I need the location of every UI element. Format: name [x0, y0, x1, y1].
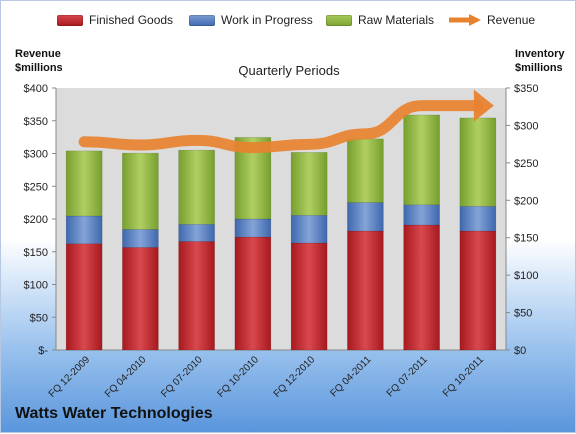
left-tick-label: $150 — [24, 247, 48, 259]
work-in-progress-swatch — [189, 14, 215, 26]
x-tick-label: FQ 07-2011 — [385, 354, 430, 399]
bar-raw-materials — [178, 149, 215, 225]
revenue-arrow-swatch — [449, 14, 481, 26]
left-axis-title-line1: Revenue — [15, 48, 61, 60]
bar-finished-goods — [122, 247, 159, 351]
bar-work-in-progress — [290, 214, 328, 244]
x-tick-label: FQ 12-2009 — [47, 354, 93, 400]
left-tick-label: $250 — [24, 181, 48, 193]
bar-finished-goods — [290, 242, 328, 351]
bar-finished-goods — [234, 236, 272, 351]
bar-finished-goods — [347, 230, 384, 351]
finished-goods-swatch — [57, 14, 83, 26]
bar-finished-goods — [403, 224, 440, 351]
left-tick-label: $350 — [24, 116, 48, 128]
bar-work-in-progress — [234, 218, 272, 238]
bar-raw-materials — [403, 114, 440, 206]
right-tick-label: $300 — [514, 120, 538, 132]
revenue-arrowhead — [473, 89, 494, 122]
left-tick-label: $300 — [24, 149, 48, 161]
bar-work-in-progress — [122, 229, 159, 248]
x-tick-label: FQ 12-2010 — [272, 354, 318, 400]
bar-finished-goods — [65, 243, 103, 351]
bar-finished-goods — [459, 230, 497, 351]
legend-item-work-in-progress: Work in Progress — [189, 13, 313, 27]
left-axis-title-line2: $millions — [15, 62, 63, 74]
revenue-line — [78, 100, 484, 154]
right-tick-label: $0 — [514, 345, 526, 357]
company-title: Watts Water Technologies — [15, 405, 213, 422]
bar-raw-materials — [65, 150, 103, 217]
left-tick-label: $50 — [30, 312, 48, 324]
right-tick-label: $150 — [514, 233, 538, 245]
right-tick-label: $100 — [514, 270, 538, 282]
right-tick-label: $200 — [514, 195, 538, 207]
bar-raw-materials — [122, 152, 159, 230]
bar-finished-goods — [178, 241, 215, 351]
plot-title: Quarterly Periods — [238, 63, 340, 78]
x-tick-label: FQ 07-2010 — [159, 354, 205, 400]
left-tick-label: $400 — [24, 83, 48, 95]
legend-item-raw-materials: Raw Materials — [326, 13, 434, 27]
right-axis-title-line2: $millions — [515, 62, 563, 74]
bar-work-in-progress — [459, 205, 497, 232]
x-tick-label: FQ 04-2011 — [329, 354, 374, 399]
legend-label-revenue: Revenue — [487, 13, 536, 27]
bar-raw-materials — [290, 152, 328, 216]
right-tick-label: $250 — [514, 158, 538, 170]
bar-work-in-progress — [65, 215, 103, 245]
left-tick-label: $200 — [24, 214, 48, 226]
legend-item-finished-goods: Finished Goods — [57, 13, 173, 27]
bar-raw-materials — [459, 117, 497, 207]
x-tick-label: FQ 10-2011 — [441, 354, 486, 399]
bar-work-in-progress — [347, 202, 384, 232]
legend-item-revenue: Revenue — [449, 13, 535, 27]
legend-label-work-in-progress: Work in Progress — [221, 13, 313, 27]
x-tick-label: FQ 04-2010 — [103, 354, 149, 400]
right-axis-title-line1: Inventory — [515, 48, 565, 60]
legend-label-finished-goods: Finished Goods — [89, 13, 174, 27]
legend-label-raw-materials: Raw Materials — [358, 13, 435, 27]
raw-materials-swatch — [326, 14, 352, 26]
left-tick-label: $- — [38, 345, 48, 357]
bar-work-in-progress — [178, 223, 215, 242]
right-tick-label: $50 — [514, 308, 532, 320]
right-axis-title: Inventory $millions — [515, 47, 565, 75]
bar-raw-materials — [347, 138, 384, 203]
right-tick-label: $350 — [514, 83, 538, 95]
left-axis-title: Revenue $millions — [15, 47, 63, 75]
x-tick-label: FQ 10-2010 — [215, 354, 261, 400]
left-tick-label: $100 — [24, 280, 48, 292]
bar-work-in-progress — [403, 204, 440, 226]
